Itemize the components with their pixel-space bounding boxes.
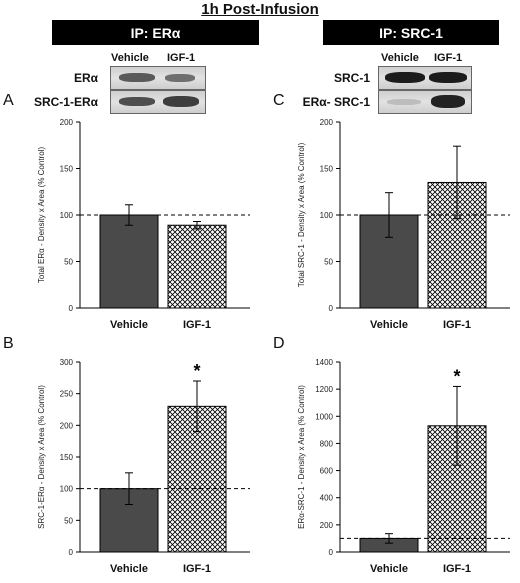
blot-src1-era: [110, 90, 206, 114]
y-tick-label: 50: [64, 516, 73, 525]
panel-letter-a: A: [3, 92, 14, 109]
y-tick-label: 200: [60, 118, 74, 127]
y-tick-label: 400: [320, 494, 334, 503]
y-tick-label: 50: [64, 258, 73, 267]
y-tick-label: 1000: [315, 412, 333, 421]
blot-label-src1: SRC-1: [333, 71, 370, 85]
y-tick-label: 150: [60, 165, 74, 174]
x-category-label: Vehicle: [110, 563, 148, 575]
ip-era-banner: IP: ERα: [52, 20, 259, 45]
chart-b-src1-era: 0 50 100 150 200 250 300 Vehicle * IGF-1 SRC-1-ERα…: [37, 358, 250, 575]
x-category-label: Vehicle: [110, 319, 148, 331]
x-category-label: IGF-1: [443, 319, 471, 331]
figure-title: 1h Post-Infusion: [201, 1, 319, 18]
lane-label-igf1: IGF-1: [167, 52, 196, 64]
x-category-label: IGF-1: [183, 319, 211, 331]
y-tick-label: 0: [329, 304, 334, 313]
blot-era: [110, 66, 206, 90]
significance-marker: *: [193, 361, 200, 381]
y-tick-label: 1400: [315, 358, 333, 367]
x-category-label: IGF-1: [183, 563, 211, 575]
y-axis-label: Total ERα - Density x Area (% Control): [37, 147, 46, 284]
blot-band: [387, 99, 421, 105]
y-tick-label: 200: [320, 118, 334, 127]
y-tick-label: 0: [69, 304, 74, 313]
blot-band: [431, 95, 465, 108]
blot-band: [429, 72, 467, 83]
blot-src1: [378, 66, 472, 90]
y-tick-label: 800: [320, 439, 334, 448]
chart-c-total-src1: 0 50 100 150 200 Vehicle IGF-1 Total SRC-1 - De…: [297, 118, 510, 331]
ip-src1-banner: IP: SRC-1: [323, 20, 499, 45]
y-tick-label: 1200: [315, 385, 333, 394]
panel-letter-b: B: [3, 335, 14, 352]
chart-d-era-src1: 0 200 400 600 800 1000 1200 1400 Vehicle * IGF-1 ER…: [297, 358, 510, 575]
y-tick-label: 50: [324, 258, 333, 267]
y-tick-label: 0: [329, 548, 334, 557]
y-tick-label: 200: [60, 421, 74, 430]
y-axis-label: SRC-1-ERα - Density x Area (% Control): [37, 385, 46, 529]
blot-band: [163, 96, 199, 107]
blot-era-src1: [378, 90, 472, 114]
blot-label-src1-era: SRC-1-ERα: [33, 95, 98, 109]
y-axis-label: Total SRC-1 - Density x Area (% Control): [297, 142, 306, 287]
blot-band: [119, 97, 155, 106]
y-tick-label: 250: [60, 390, 74, 399]
y-tick-label: 100: [60, 211, 74, 220]
blot-band: [165, 74, 195, 82]
significance-marker: *: [453, 366, 460, 386]
x-category-label: Vehicle: [370, 563, 408, 575]
lane-label-vehicle: Vehicle: [111, 52, 149, 64]
y-tick-label: 300: [60, 358, 74, 367]
lane-label-igf1: IGF-1: [434, 52, 463, 64]
y-tick-label: 100: [320, 211, 334, 220]
blot-label-era: ERα: [73, 71, 98, 85]
blot-band: [119, 73, 155, 82]
panel-letter-c: C: [273, 92, 285, 109]
x-category-label: IGF-1: [443, 563, 471, 575]
blot-label-era-src1: ERα- SRC-1: [302, 95, 370, 109]
x-category-label: Vehicle: [370, 319, 408, 331]
y-tick-label: 150: [60, 453, 74, 462]
lane-label-vehicle: Vehicle: [381, 52, 419, 64]
bar-vehicle: [99, 214, 159, 309]
y-tick-label: 600: [320, 467, 334, 476]
y-tick-label: 200: [320, 521, 334, 530]
blot-band: [385, 72, 425, 83]
y-axis-label: ERα-SRC-1 - Density x Area (% Control): [297, 385, 306, 529]
panel-letter-d: D: [273, 335, 285, 352]
bar-igf1: [167, 224, 227, 309]
chart-a-total-era: 0 50 100 150 200 Vehicle IGF-1 Total ERα - Dens…: [37, 118, 250, 331]
y-tick-label: 150: [320, 165, 334, 174]
y-tick-label: 100: [60, 485, 74, 494]
y-tick-label: 0: [69, 548, 74, 557]
